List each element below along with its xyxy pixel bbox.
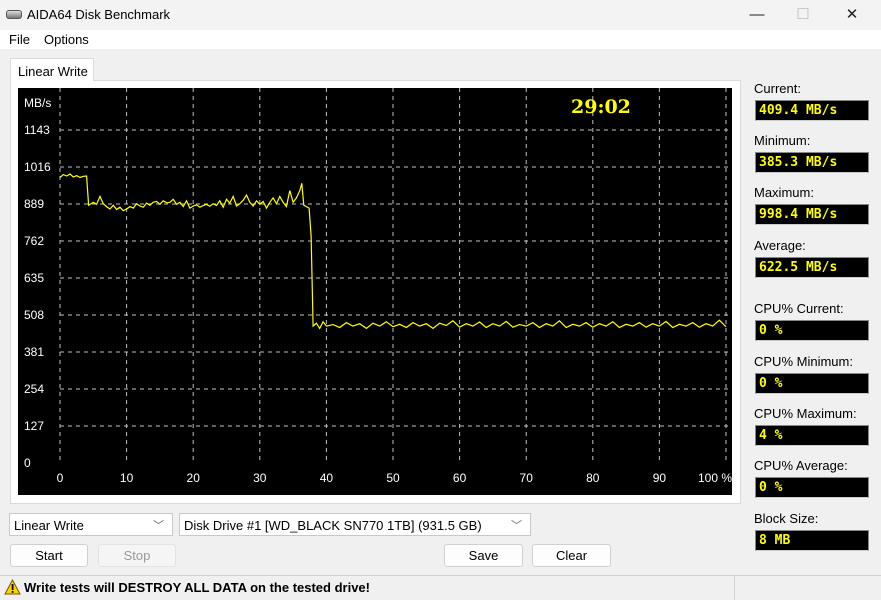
menu-file[interactable]: File: [9, 32, 30, 47]
x-tick-label: 0: [57, 471, 64, 485]
x-tick-label: 60: [453, 471, 467, 485]
test-type-value: Linear Write: [14, 518, 84, 533]
save-button[interactable]: Save: [444, 544, 523, 567]
stat-label: Current:: [754, 81, 801, 96]
stat-label: Minimum:: [754, 133, 811, 148]
stat-value: 0 %: [755, 477, 869, 498]
stat-value: 998.4 MB/s: [755, 204, 869, 225]
stat-label: Block Size:: [754, 511, 819, 526]
y-tick-label: 635: [24, 271, 44, 285]
x-tick-label: 90: [653, 471, 667, 485]
start-button[interactable]: Start: [10, 544, 88, 567]
stat-value: 0 %: [755, 320, 869, 341]
stat-label: CPU% Maximum:: [754, 406, 857, 421]
x-tick-label: 50: [386, 471, 400, 485]
status-warning-text: Write tests will DESTROY ALL DATA on the…: [24, 580, 370, 595]
title-bar: [0, 0, 881, 30]
x-tick-label: 80: [586, 471, 600, 485]
y-tick-label: 254: [24, 382, 44, 396]
clear-button[interactable]: Clear: [532, 544, 611, 567]
benchmark-chart: 0 127 254 381 508 635 762 889 1016 1143 0 10 20 30 40…: [18, 88, 732, 495]
window-title: AIDA64 Disk Benchmark: [27, 7, 171, 22]
y-tick-label: 889: [24, 197, 44, 211]
y-tick-label: 127: [24, 419, 44, 433]
stat-label: CPU% Current:: [754, 301, 844, 316]
x-tick-label: 10: [120, 471, 134, 485]
close-button[interactable]: ✕: [845, 6, 859, 23]
y-tick-label: 1143: [24, 123, 50, 137]
warning-icon: [4, 579, 21, 595]
disk-app-icon: [6, 10, 22, 19]
chevron-down-icon: ﹀: [153, 520, 164, 532]
y-tick-label: 381: [24, 345, 44, 359]
stat-value: 385.3 MB/s: [755, 152, 869, 173]
stat-label: CPU% Minimum:: [754, 354, 853, 369]
stat-label: CPU% Average:: [754, 458, 848, 473]
drive-value: Disk Drive #1 [WD_BLACK SN770 1TB] (931.…: [184, 518, 482, 533]
stat-value: 409.4 MB/s: [755, 100, 869, 121]
status-divider: [734, 576, 735, 600]
x-tick-label: 40: [320, 471, 334, 485]
y-tick-label: 762: [24, 234, 44, 248]
y-tick-label: 508: [24, 308, 44, 322]
stop-button[interactable]: Stop: [98, 544, 176, 567]
menu-options[interactable]: Options: [44, 32, 89, 47]
x-tick-label: 30: [253, 471, 267, 485]
stat-value: 0 %: [755, 373, 869, 394]
maximize-button[interactable]: ☐: [796, 6, 810, 23]
y-axis-unit: MB/s: [24, 96, 51, 110]
y-tick-label: 0: [24, 456, 31, 470]
x-tick-label: 70: [520, 471, 534, 485]
stat-value: 622.5 MB/s: [755, 257, 869, 278]
stat-value: 4 %: [755, 425, 869, 446]
drive-select[interactable]: Disk Drive #1 [WD_BLACK SN770 1TB] (931.…: [179, 513, 531, 536]
y-tick-label: 1016: [24, 160, 51, 174]
stat-label: Average:: [754, 238, 806, 253]
x-tick-label: 100 %: [698, 471, 732, 485]
stat-value: 8 MB: [755, 530, 869, 551]
menu-bar: [0, 30, 881, 49]
x-tick-label: 20: [187, 471, 201, 485]
minimize-button[interactable]: —: [749, 6, 765, 23]
test-type-select[interactable]: Linear Write ﹀: [9, 513, 173, 536]
write-speed-line: [59, 173, 727, 330]
tab-linear-write[interactable]: Linear Write: [10, 58, 94, 81]
stat-label: Maximum:: [754, 185, 814, 200]
elapsed-timer: 29:02: [571, 96, 631, 118]
chevron-down-icon: ﹀: [511, 520, 522, 532]
